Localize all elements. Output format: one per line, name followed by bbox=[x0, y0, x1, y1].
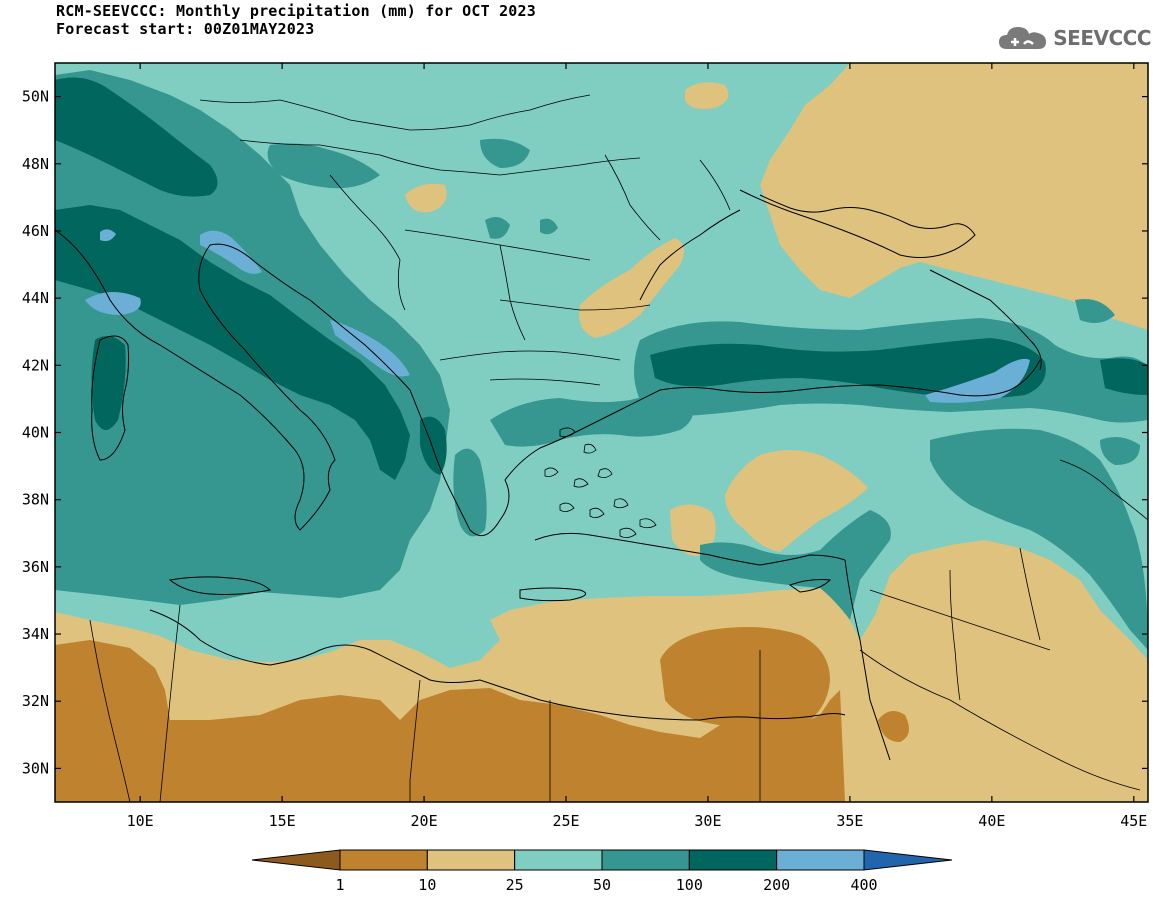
colorbar-label: 100 bbox=[676, 876, 703, 894]
lat-tick-label: 32N bbox=[22, 692, 49, 710]
lon-tick-label: 10E bbox=[127, 812, 154, 830]
seevccc-logo: SEEVCCC bbox=[997, 22, 1151, 54]
precipitation-field bbox=[55, 63, 1148, 802]
colorbar-segment bbox=[426, 849, 516, 871]
field-50-100-carpathian bbox=[480, 138, 530, 168]
map-title: RCM-SEEVCCC: Monthly precipitation (mm) … bbox=[56, 2, 536, 20]
colorbar-label: 25 bbox=[506, 876, 524, 894]
colorbar-label: 400 bbox=[850, 876, 877, 894]
colorbar-over-arrow bbox=[863, 849, 953, 871]
lon-tick-label: 20E bbox=[411, 812, 438, 830]
field-200-400-alps-w bbox=[100, 229, 116, 242]
lat-tick-label: 44N bbox=[22, 289, 49, 307]
latitude-axis: 50N 48N 46N 44N 42N 40N 38N 36N 34N 32N 30N bbox=[22, 88, 1148, 777]
lat-tick-label: 48N bbox=[22, 155, 49, 173]
colorbar-segment bbox=[776, 849, 865, 871]
field-10-25-anatolia-s bbox=[670, 504, 716, 556]
field-100-200-italy-adriatic bbox=[55, 205, 410, 480]
colorbar-label: 1 bbox=[335, 876, 344, 894]
lon-tick-label: 40E bbox=[978, 812, 1005, 830]
lon-tick-label: 30E bbox=[694, 812, 721, 830]
lon-tick-label: 45E bbox=[1120, 812, 1147, 830]
colorbar-legend: 1 10 25 50 100 200 400 bbox=[251, 849, 953, 894]
field-1-10-jordan bbox=[878, 711, 909, 742]
lon-tick-label: 25E bbox=[552, 812, 579, 830]
colorbar-under-arrow bbox=[251, 849, 341, 871]
field-10-25-northeast bbox=[760, 63, 1148, 330]
field-100-200-pontic bbox=[650, 338, 1046, 399]
field-100-200-nw bbox=[55, 77, 218, 197]
field-50-100-taurus bbox=[700, 510, 891, 620]
lat-tick-label: 38N bbox=[22, 491, 49, 509]
lat-tick-label: 30N bbox=[22, 759, 49, 777]
field-50-100-aegean-north bbox=[490, 395, 694, 447]
field-100-200-caucasus-e bbox=[1100, 358, 1148, 395]
field-10-25-hungary bbox=[405, 183, 447, 213]
field-50-100-greece-w bbox=[453, 448, 487, 537]
aegean-islands bbox=[544, 427, 657, 538]
colorbar-label: 10 bbox=[418, 876, 436, 894]
field-10-25-romania bbox=[579, 238, 684, 338]
field-50-100-alps bbox=[267, 143, 380, 189]
country-borders bbox=[89, 94, 1148, 802]
colorbar-segment bbox=[688, 849, 778, 871]
lon-tick-label: 15E bbox=[269, 812, 296, 830]
forecast-start-subtitle: Forecast start: 00Z01MAY2023 bbox=[56, 20, 315, 38]
field-10-25-nw-patch bbox=[685, 82, 729, 109]
colorbar-segment bbox=[514, 849, 603, 871]
lat-tick-label: 46N bbox=[22, 222, 49, 240]
colorbar-segment bbox=[601, 849, 690, 871]
logo-text: SEEVCCC bbox=[1053, 26, 1151, 50]
field-50-100-blob-d bbox=[1100, 436, 1140, 465]
field-50-100-east-anatolia bbox=[930, 428, 1148, 650]
field-50-100-blob-a bbox=[485, 216, 510, 239]
lat-tick-label: 36N bbox=[22, 558, 49, 576]
colorbar-label: 50 bbox=[593, 876, 611, 894]
field-1-10-libya bbox=[55, 640, 845, 802]
field-100-200-corsica bbox=[91, 336, 126, 430]
lat-tick-label: 40N bbox=[22, 424, 49, 442]
field-1-10-egypt bbox=[660, 626, 830, 734]
field-10-25-anatolia bbox=[725, 450, 868, 552]
colorbar-label: 200 bbox=[763, 876, 790, 894]
lat-tick-label: 50N bbox=[22, 88, 49, 106]
field-50-100-blob-b bbox=[540, 218, 558, 235]
lon-tick-label: 35E bbox=[836, 812, 863, 830]
field-200-400-montenegro bbox=[330, 320, 410, 377]
lat-tick-label: 34N bbox=[22, 625, 49, 643]
longitude-axis: 10E 15E 20E 25E 30E 35E 40E 45E bbox=[127, 63, 1147, 830]
lat-tick-label: 42N bbox=[22, 356, 49, 374]
field-200-400-friuli bbox=[200, 230, 262, 274]
colorbar-segment bbox=[339, 849, 428, 871]
field-50-100-blob-c bbox=[1075, 299, 1115, 324]
cloud-icon bbox=[999, 27, 1047, 49]
